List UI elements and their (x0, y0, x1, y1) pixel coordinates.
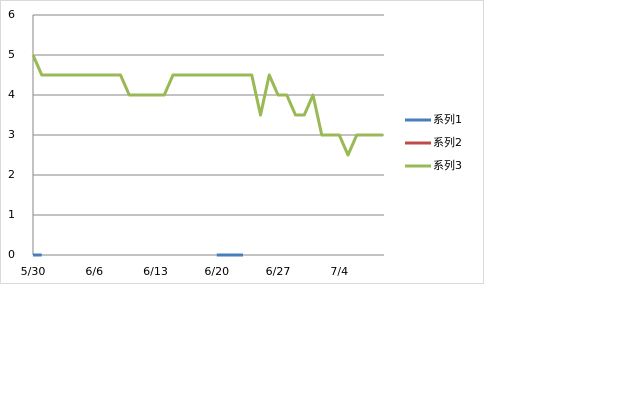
series-line (31, 54, 383, 157)
legend-label: 系列1 (433, 112, 462, 126)
y-tick-label: 3 (8, 128, 15, 141)
y-tick-label: 0 (8, 248, 15, 261)
x-tick-label: 7/4 (330, 265, 348, 278)
chart-frame (0, 0, 484, 284)
legend-label: 系列3 (433, 158, 462, 172)
x-tick-label: 6/13 (143, 265, 168, 278)
x-tick-label: 6/27 (266, 265, 291, 278)
y-tick-label: 6 (8, 8, 15, 21)
x-tick-label: 6/20 (204, 265, 229, 278)
y-tick-label: 4 (8, 88, 15, 101)
x-tick-label: 6/6 (85, 265, 103, 278)
y-tick-label: 1 (8, 208, 15, 221)
legend-label: 系列2 (433, 135, 462, 149)
y-tick-label: 5 (8, 48, 15, 61)
y-tick-label: 2 (8, 168, 15, 181)
x-tick-label: 5/30 (21, 265, 46, 278)
